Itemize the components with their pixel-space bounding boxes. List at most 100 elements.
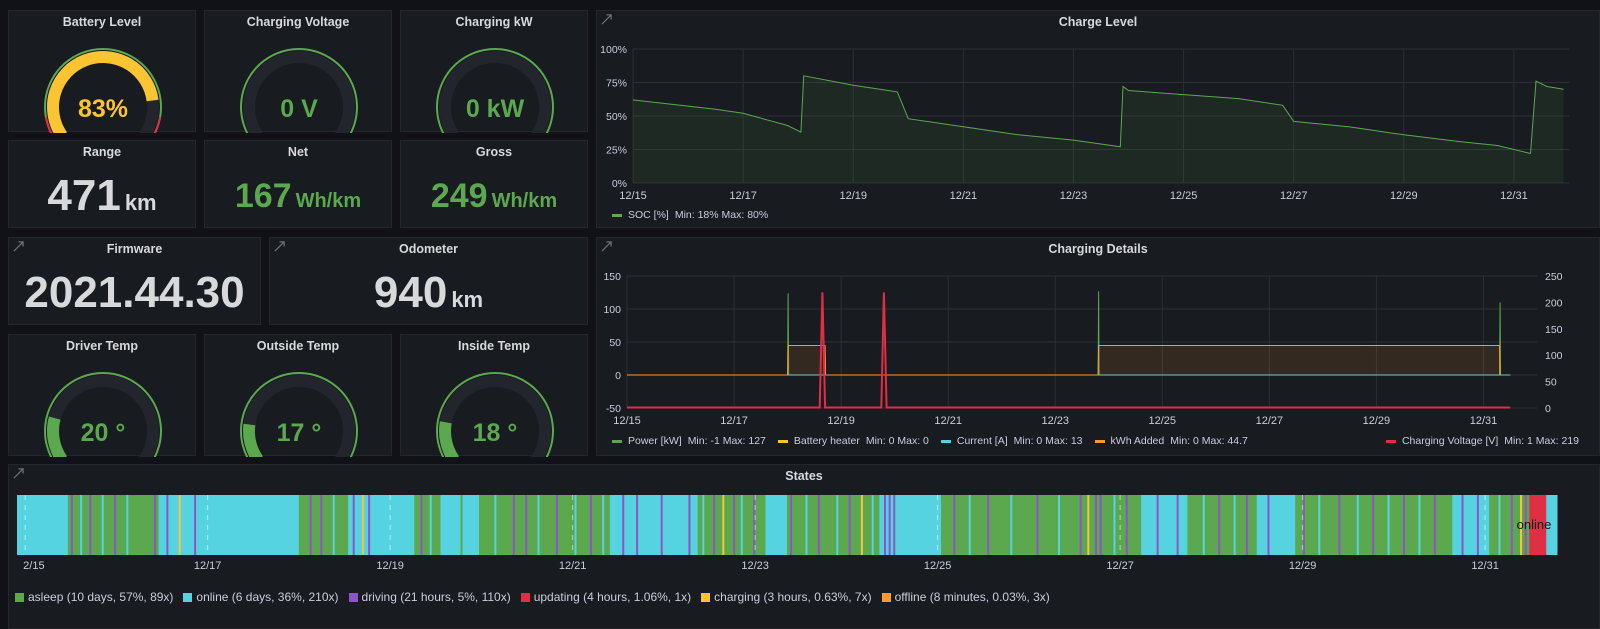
odometer-value: 940 km	[373, 268, 484, 317]
state-mark	[987, 495, 990, 555]
state-mark	[429, 495, 432, 555]
legend-item[interactable]: Battery heater Min: 0 Max: 0	[777, 435, 929, 447]
state-segment	[67, 495, 160, 555]
state-segment	[787, 495, 880, 555]
gauge-value-text: 0 V	[280, 95, 318, 123]
gauge-threshold-arc	[436, 372, 554, 465]
x-tick-label: 12/27	[1106, 560, 1134, 572]
outside-temp-gauge: 17 °	[240, 372, 358, 465]
state-mark	[790, 495, 793, 555]
state-mark	[953, 495, 956, 555]
state-segment	[1187, 495, 1258, 555]
panel-title: Charging kW	[455, 15, 533, 29]
state-mark	[753, 495, 756, 555]
panel-title: Driver Temp	[65, 339, 138, 353]
external-link-icon[interactable]	[601, 14, 612, 25]
state-mark	[368, 495, 371, 555]
gauge-value-text: 20 °	[81, 419, 126, 447]
gauge-track	[439, 51, 551, 140]
legend-item[interactable]: Power [kW] Min: -1 Max: 127	[612, 435, 766, 447]
panel-title: Gross	[475, 145, 513, 159]
state-segment	[298, 495, 349, 555]
y-left-tick-label: 100	[603, 304, 621, 316]
legend-label: updating (4 hours, 1.06%, 1x)	[533, 590, 692, 604]
panel-title: States	[785, 469, 823, 483]
legend-item[interactable]: offline (8 minutes, 0.03%, 3x)	[881, 590, 1050, 604]
panel-title: Outside Temp	[256, 339, 340, 353]
state-mark	[375, 495, 378, 555]
charging-details-panel: Charging Details 150 100 50 0 -50 250 200 150 10…	[596, 237, 1600, 456]
state-mark	[1113, 495, 1116, 555]
battery-level-panel: Battery Level 83%	[8, 10, 196, 141]
external-link-icon[interactable]	[13, 468, 24, 479]
state-mark	[178, 495, 181, 555]
charging-voltage-panel: Charging Voltage 0 V	[204, 10, 392, 141]
y-tick-label: 25%	[606, 145, 627, 157]
x-tick-label: 12/23	[1041, 415, 1069, 427]
state-mark	[1176, 495, 1179, 555]
state-mark	[771, 495, 774, 555]
state-segment	[697, 495, 766, 555]
x-tick-label: 12/27	[1280, 190, 1308, 202]
legend-series-name[interactable]: Charging Voltage [V]	[1401, 435, 1499, 447]
charge-level-panel: Charge Level 100% 75% 50% 25% 0% 12/15 12/17 12…	[596, 10, 1600, 228]
y-left-tick-label: 0	[615, 370, 621, 382]
legend-swatch	[881, 592, 891, 602]
state-mark	[460, 495, 463, 555]
state-segment	[1256, 495, 1296, 555]
external-link-icon[interactable]	[601, 241, 612, 252]
legend-item[interactable]: asleep (10 days, 57%, 89x)	[15, 590, 173, 604]
state-mark	[848, 495, 851, 555]
state-mark	[1202, 495, 1205, 555]
state-mark	[70, 495, 73, 555]
legend-item[interactable]: updating (4 hours, 1.06%, 1x)	[520, 590, 692, 604]
legend-series-name[interactable]: SOC [%]	[628, 209, 669, 221]
legend-item[interactable]: Current [A] Min: 0 Max: 13	[940, 435, 1083, 447]
x-tick-label: 12/17	[194, 560, 222, 572]
gauge-threshold-arc	[44, 372, 162, 465]
state-mark	[1418, 495, 1421, 555]
state-mark	[733, 495, 736, 555]
state-mark	[494, 495, 497, 555]
legend-item[interactable]: online (6 days, 36%, 210x)	[183, 590, 339, 604]
state-mark	[126, 495, 129, 555]
legend-swatch	[940, 439, 951, 443]
gauge-value-text: 18 °	[473, 419, 518, 447]
gauge-threshold-arc	[240, 48, 358, 141]
state-mark	[1372, 495, 1375, 555]
external-link-icon[interactable]	[274, 241, 285, 252]
state-segment	[1546, 495, 1558, 555]
state-mark	[574, 495, 577, 555]
y-right-tick-label: 0	[1545, 403, 1551, 415]
x-tick-label: 12/19	[376, 560, 404, 572]
state-mark	[688, 495, 691, 555]
legend-stats: Min: 0 Max: 44.7	[1170, 435, 1248, 447]
state-segment	[440, 495, 480, 555]
state-mark	[556, 495, 558, 555]
charging-kw-gauge: 0 kW	[436, 48, 554, 141]
states-legend: asleep (10 days, 57%, 89x) online (6 days…	[15, 590, 1060, 604]
state-mark	[888, 495, 891, 555]
battery-gauge: 83%	[44, 48, 162, 141]
state-mark	[836, 495, 839, 555]
gauge-threshold-arc	[44, 48, 162, 141]
state-segment	[1529, 495, 1547, 555]
state-segment	[479, 495, 611, 555]
external-link-icon[interactable]	[13, 241, 24, 252]
range-panel: Range 471 km	[8, 140, 196, 228]
state-mark	[537, 495, 540, 555]
state-mark	[1476, 495, 1479, 555]
state-mark	[817, 495, 820, 555]
gross-panel: Gross 249 Wh/km	[400, 140, 588, 228]
state-mark	[332, 495, 335, 555]
legend-label: offline (8 minutes, 0.03%, 3x)	[894, 590, 1050, 604]
state-mark	[805, 495, 808, 555]
state-mark	[893, 495, 896, 555]
legend-item[interactable]: kWh Added Min: 0 Max: 44.7	[1094, 435, 1248, 447]
legend-item[interactable]: charging (3 hours, 0.63%, 7x)	[701, 590, 872, 604]
y-tick-label: 50%	[606, 111, 627, 123]
state-segment	[1076, 495, 1142, 555]
legend-item[interactable]: driving (21 hours, 5%, 110x)	[348, 590, 511, 604]
state-mark	[1087, 495, 1090, 555]
x-tick-label: 12/27	[1256, 415, 1284, 427]
